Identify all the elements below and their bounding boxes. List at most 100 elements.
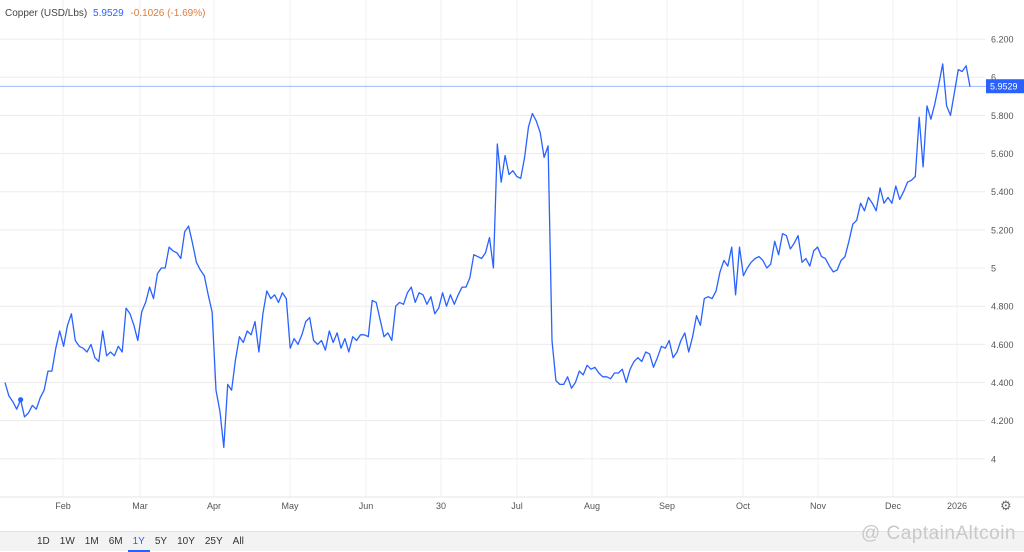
data-point: [622, 369, 623, 370]
data-point: [739, 246, 740, 247]
data-point: [297, 344, 298, 345]
data-point: [176, 252, 177, 253]
data-point: [434, 313, 435, 314]
data-point: [294, 338, 295, 339]
data-point: [653, 367, 654, 368]
data-point: [852, 224, 853, 225]
data-point: [301, 334, 302, 335]
data-point: [286, 298, 287, 299]
data-point: [504, 155, 505, 156]
data-point: [36, 409, 37, 410]
last-price-badge: 5.9529: [986, 79, 1024, 94]
data-point: [340, 348, 341, 349]
data-point: [118, 346, 119, 347]
data-point: [274, 294, 275, 295]
data-point: [680, 340, 681, 341]
data-point: [258, 351, 259, 352]
data-point: [661, 346, 662, 347]
watermark: @ CaptainAltcoin: [861, 523, 1016, 545]
range-button-6m[interactable]: 6M: [108, 536, 123, 547]
data-point: [497, 143, 498, 144]
data-point: [24, 416, 25, 417]
data-point: [637, 357, 638, 358]
range-button-5y[interactable]: 5Y: [154, 536, 168, 547]
data-point: [880, 187, 881, 188]
data-point: [391, 340, 392, 341]
data-point: [954, 92, 955, 93]
legend-price: 5.9529: [93, 8, 124, 19]
data-point: [403, 304, 404, 305]
data-point: [735, 294, 736, 295]
data-point: [356, 340, 357, 341]
x-tick-label: Sep: [659, 501, 675, 511]
data-point: [266, 290, 267, 291]
data-point: [774, 241, 775, 242]
data-point: [290, 348, 291, 349]
data-point: [235, 359, 236, 360]
x-axis: Feb Mar Apr May Jun 30 Jul Aug Sep Oct Nov Dec 2026: [55, 501, 967, 511]
y-tick-label: 4.600: [991, 340, 1014, 350]
data-point: [794, 243, 795, 244]
data-point: [942, 63, 943, 64]
data-point: [309, 317, 310, 318]
series-line-copper: [4, 63, 971, 449]
data-point: [446, 306, 447, 307]
range-button-1y[interactable]: 1Y: [127, 534, 150, 552]
data-point: [501, 182, 502, 183]
data-point: [28, 412, 29, 413]
data-point: [368, 336, 369, 337]
data-point: [184, 231, 185, 232]
data-point: [79, 346, 80, 347]
data-point: [848, 241, 849, 242]
data-point: [395, 306, 396, 307]
data-point: [192, 243, 193, 244]
data-point: [805, 258, 806, 259]
data-point: [856, 220, 857, 221]
data-point: [411, 287, 412, 288]
data-point: [544, 157, 545, 158]
data-point: [465, 287, 466, 288]
data-point: [360, 334, 361, 335]
data-point: [90, 344, 91, 345]
x-tick-label: 2026: [947, 501, 967, 511]
data-point: [844, 256, 845, 257]
data-point: [399, 302, 400, 303]
price-chart[interactable]: Feb Mar Apr May Jun 30 Jul Aug Sep Oct Nov Dec 2026 …: [0, 0, 1024, 531]
data-point: [840, 260, 841, 261]
range-button-10y[interactable]: 10Y: [177, 536, 195, 547]
data-point: [262, 313, 263, 314]
data-point: [200, 269, 201, 270]
settings-gear-icon[interactable]: ⚙: [1000, 498, 1012, 513]
data-point: [876, 210, 877, 211]
data-point: [352, 336, 353, 337]
data-point: [278, 302, 279, 303]
data-point: [594, 367, 595, 368]
x-tick-label: Mar: [132, 501, 148, 511]
range-button-all[interactable]: All: [232, 536, 244, 547]
data-point: [450, 294, 451, 295]
data-point: [919, 117, 920, 118]
data-point: [536, 121, 537, 122]
y-tick-label: 5: [991, 264, 996, 274]
data-point: [211, 311, 212, 312]
range-button-25y[interactable]: 25Y: [204, 536, 223, 547]
data-point: [477, 256, 478, 257]
data-point: [567, 376, 568, 377]
range-button-1m[interactable]: 1M: [84, 536, 99, 547]
data-point: [508, 174, 509, 175]
data-point: [83, 348, 84, 349]
range-button-1d[interactable]: 1D: [37, 536, 50, 547]
data-point: [51, 370, 52, 371]
data-point: [231, 390, 232, 391]
range-button-1w[interactable]: 1W: [59, 536, 75, 547]
data-point: [633, 361, 634, 362]
data-point: [227, 384, 228, 385]
data-point: [907, 182, 908, 183]
data-point: [868, 197, 869, 198]
data-point: [821, 256, 822, 257]
data-point: [676, 351, 677, 352]
data-point: [376, 302, 377, 303]
data-point: [86, 351, 87, 352]
y-tick-label: 4: [991, 454, 996, 464]
data-point: [532, 113, 533, 114]
